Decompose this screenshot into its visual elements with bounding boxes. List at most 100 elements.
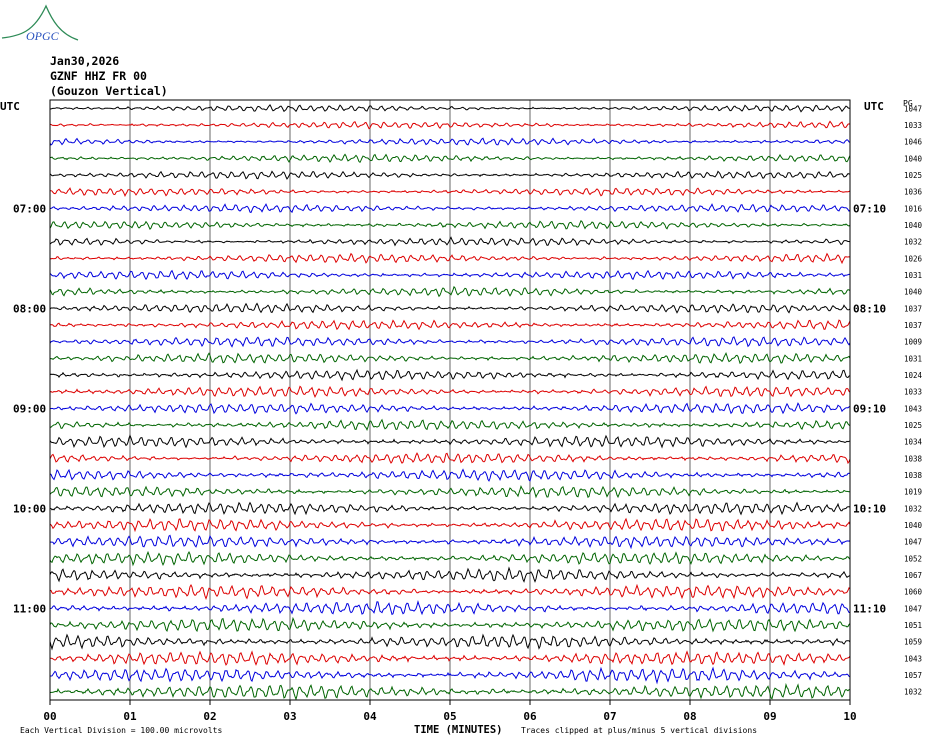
trace-line <box>49 252 851 265</box>
trace-gain: 1052 <box>904 554 922 563</box>
trace-gain: 1037 <box>904 321 922 330</box>
x-tick-label: 00 <box>43 710 56 723</box>
trace-gain: 1031 <box>904 354 922 363</box>
trace-gain: 1033 <box>904 121 922 130</box>
trace-line <box>49 269 851 281</box>
x-tick-label: 03 <box>283 710 296 723</box>
trace-gain: 1040 <box>904 288 923 297</box>
trace-line <box>49 633 851 651</box>
trace-gain: 1057 <box>904 671 922 680</box>
header-location: (Gouzon Vertical) <box>50 84 168 98</box>
trace-line <box>49 120 851 130</box>
trace-gain: 1040 <box>904 521 923 530</box>
trace-line <box>49 153 851 164</box>
trace-line <box>49 501 851 516</box>
trace-gain: 1038 <box>904 471 923 480</box>
trace-gain: 1032 <box>904 504 922 513</box>
trace-line <box>49 385 851 399</box>
trace-line <box>49 666 851 685</box>
trace-gain: 1040 <box>904 221 923 230</box>
trace-gain: 1067 <box>904 571 922 580</box>
traces <box>49 104 851 701</box>
x-tick-label: 08 <box>683 710 696 723</box>
left-hour-label: 08:00 <box>13 302 46 315</box>
trace-gain: 1047 <box>904 104 922 113</box>
trace-line <box>49 566 851 583</box>
trace-line <box>49 104 851 113</box>
right-hour-label: 10:10 <box>853 502 886 515</box>
left-hour-labels: 07:00 08:00 09:00 10:00 11:00 <box>13 202 46 615</box>
trace-line <box>49 285 851 298</box>
trace-gains: 1047 1033 1046 1040 1025 1036 1016 1040 1032 1026… <box>904 104 923 696</box>
trace-line <box>50 319 851 331</box>
trace-line <box>49 137 851 146</box>
right-axis-title: UTC <box>864 100 884 113</box>
right-col-title: PG <box>903 99 913 108</box>
left-hour-label: 09:00 <box>13 402 46 415</box>
left-hour-label: 10:00 <box>13 502 46 515</box>
opgc-logo: OPGC <box>1 4 79 43</box>
trace-line <box>49 434 851 449</box>
logo-curve <box>1 4 79 41</box>
trace-line <box>49 402 851 415</box>
trace-line <box>49 418 851 431</box>
grid <box>129 100 771 700</box>
trace-gain: 1060 <box>904 588 923 597</box>
trace-gain: 1009 <box>904 338 922 347</box>
trace-line <box>49 517 851 533</box>
trace-line <box>49 302 851 314</box>
trace-gain: 1046 <box>904 138 923 147</box>
header-date: Jan30,2026 <box>50 54 120 68</box>
right-hour-label: 07:10 <box>853 202 886 215</box>
trace-line <box>49 468 851 482</box>
left-hour-label: 11:00 <box>13 602 46 615</box>
trace-gain: 1024 <box>904 371 923 380</box>
trace-line <box>49 534 851 550</box>
trace-line <box>49 352 851 365</box>
x-tick-label: 01 <box>123 710 137 723</box>
trace-gain: 1032 <box>904 688 922 697</box>
trace-line <box>49 650 851 666</box>
trace-line <box>49 336 851 348</box>
trace-gain: 1016 <box>904 204 923 213</box>
trace-gain: 1047 <box>904 538 922 547</box>
trace-gain: 1059 <box>904 638 922 647</box>
x-tick-label: 02 <box>203 710 216 723</box>
trace-gain: 1047 <box>904 604 922 613</box>
trace-gain: 1026 <box>904 254 923 263</box>
trace-gain: 1038 <box>904 454 923 463</box>
header-station: GZNF HHZ FR 00 <box>50 69 147 83</box>
trace-line <box>49 550 851 567</box>
footer-vertical-division: Each Vertical Division = 100.00 microvol… <box>20 726 223 735</box>
right-hour-labels: 07:10 08:10 09:10 10:10 11:10 <box>853 202 886 615</box>
trace-line <box>49 600 851 616</box>
x-ticks: 00 01 02 03 04 05 06 07 08 09 10 <box>43 700 857 723</box>
trace-line <box>49 368 851 382</box>
x-tick-label: 06 <box>523 710 537 723</box>
trace-gain: 1043 <box>904 404 922 413</box>
trace-line <box>49 203 851 214</box>
trace-line <box>49 583 851 601</box>
x-tick-label: 10 <box>843 710 856 723</box>
x-tick-label: 05 <box>443 710 456 723</box>
trace-gain: 1025 <box>904 171 922 180</box>
left-hour-label: 07:00 <box>13 202 46 215</box>
x-tick-label: 04 <box>363 710 377 723</box>
trace-gain: 1036 <box>904 188 923 197</box>
trace-line <box>49 682 851 701</box>
logo-text: OPGC <box>26 29 60 43</box>
right-hour-label: 11:10 <box>853 602 886 615</box>
trace-gain: 1037 <box>904 304 922 313</box>
trace-line <box>49 616 851 633</box>
trace-line <box>49 170 851 180</box>
trace-line <box>49 452 851 465</box>
trace-line <box>49 220 851 230</box>
x-axis-label: TIME (MINUTES) <box>414 724 503 736</box>
trace-line <box>49 485 850 499</box>
right-hour-label: 08:10 <box>853 302 886 315</box>
trace-gain: 1051 <box>904 621 922 630</box>
trace-gain: 1031 <box>904 271 922 280</box>
trace-gain: 1032 <box>904 238 922 247</box>
trace-gain: 1033 <box>904 388 922 397</box>
